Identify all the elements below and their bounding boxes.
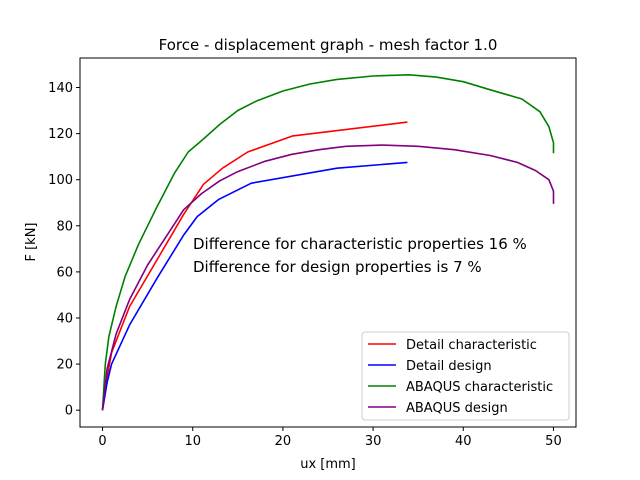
annotation-design: Difference for design properties is 7 % bbox=[193, 258, 482, 276]
series-line-3 bbox=[101, 144, 555, 411]
x-tick-label: 30 bbox=[365, 434, 382, 449]
legend-label: Detail characteristic bbox=[406, 338, 537, 353]
y-axis-label: F [kN] bbox=[24, 222, 39, 261]
series-line-0 bbox=[101, 121, 408, 411]
y-tick-label: 80 bbox=[56, 219, 73, 234]
x-ticks: 0 10 20 30 40 50 bbox=[98, 427, 562, 449]
y-tick-label: 100 bbox=[48, 173, 73, 188]
x-tick-label: 20 bbox=[275, 434, 292, 449]
y-tick-label: 140 bbox=[48, 81, 73, 96]
x-tick-label: 0 bbox=[98, 434, 106, 449]
y-tick-label: 40 bbox=[56, 311, 73, 326]
chart-title: Force - displacement graph - mesh factor… bbox=[159, 36, 498, 54]
x-tick-label: 50 bbox=[545, 434, 562, 449]
series-line-1 bbox=[101, 161, 408, 411]
legend-label: ABAQUS characteristic bbox=[406, 380, 553, 395]
axes-frame bbox=[79, 57, 577, 428]
x-tick-label: 40 bbox=[455, 434, 472, 449]
legend-label: Detail design bbox=[406, 359, 492, 374]
y-tick-label: 20 bbox=[56, 358, 73, 373]
x-tick-label: 10 bbox=[184, 434, 201, 449]
y-tick-label: 60 bbox=[56, 265, 73, 280]
series-layer bbox=[101, 74, 555, 411]
x-axis-label: ux [mm] bbox=[300, 457, 356, 472]
annotation-characteristic: Difference for characteristic properties… bbox=[193, 235, 527, 253]
legend-label: ABAQUS design bbox=[406, 401, 508, 416]
legend: Detail characteristic Detail design ABAQUS… bbox=[361, 331, 570, 421]
series-line-2 bbox=[101, 74, 555, 411]
y-ticks: 0 20 40 60 80 100 120 140 bbox=[48, 81, 80, 419]
y-tick-label: 120 bbox=[48, 127, 73, 142]
y-tick-label: 0 bbox=[65, 404, 73, 419]
